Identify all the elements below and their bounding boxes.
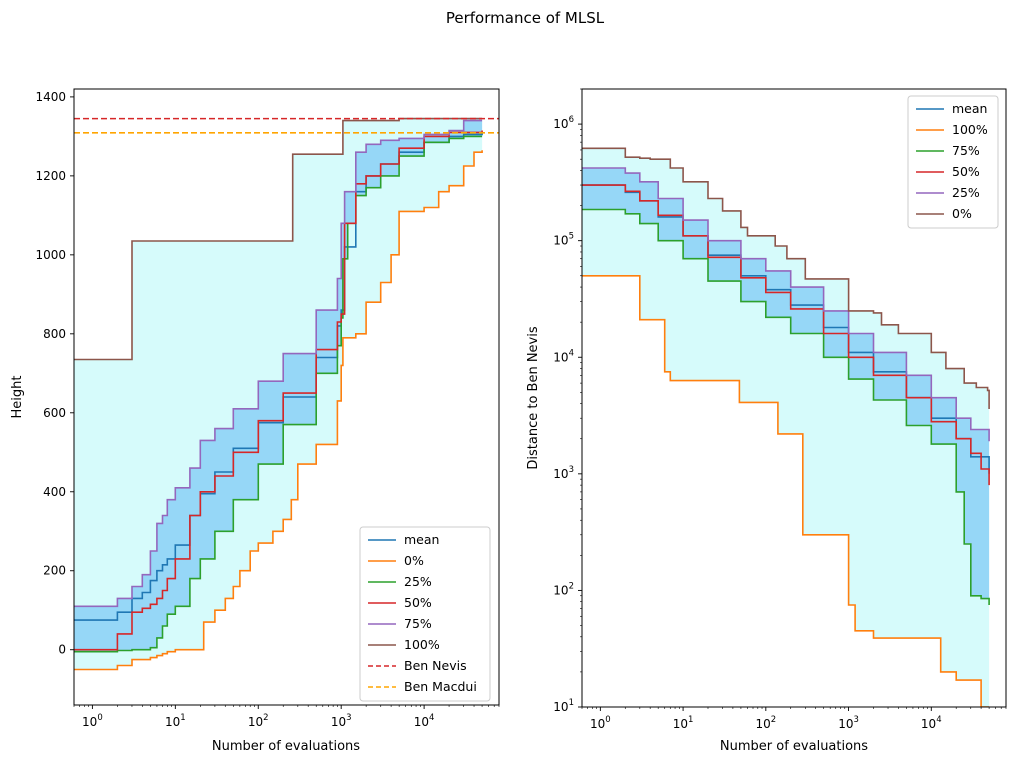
height-y-tick-label: 200 — [43, 564, 66, 578]
height-legend-label-ben-macdui: Ben Macdui — [404, 679, 477, 694]
height-legend-label-50pct: 50% — [404, 595, 432, 610]
distance-x-tick-label: 100 — [590, 715, 611, 731]
height-legend-label-0pct: 0% — [404, 553, 424, 568]
height-x-tick-label: 102 — [248, 713, 269, 729]
height-legend-label-mean: mean — [404, 532, 439, 547]
figure-title: Performance of MLSL — [446, 9, 605, 27]
height-y-tick-label: 600 — [43, 406, 66, 420]
height-legend-label-100pct: 100% — [404, 637, 440, 652]
height-legend-label-ben-nevis: Ben Nevis — [404, 658, 467, 673]
height-x-tick-label: 100 — [82, 713, 103, 729]
distance-y-axis-label: Distance to Ben Nevis — [526, 326, 541, 469]
height-axes-frame — [73, 88, 500, 706]
height-legend-box — [359, 526, 491, 702]
distance-x-tick-label: 103 — [838, 715, 859, 731]
height-y-tick-label: 1200 — [35, 169, 66, 183]
distance-series-100pct — [582, 275, 990, 707]
distance-legend-label-75pct: 75% — [952, 143, 980, 158]
height-y-tick-label: 800 — [43, 327, 66, 341]
height-x-axis-label: Number of evaluations — [212, 739, 360, 754]
distance-y-tick-label: 102 — [553, 581, 574, 597]
height-legend: mean 0% 25% 50% 75% 100% Ben Nevis Ben Macdui — [359, 526, 491, 702]
height-chart: 100 101 102 103 104 0 200 400 600 800 1000 1200 1400… — [10, 88, 500, 754]
distance-series-25pct — [582, 167, 990, 442]
distance-legend-box — [907, 95, 999, 229]
height-legend-label-75pct: 75% — [404, 616, 432, 631]
distance-series-50pct — [582, 184, 990, 486]
distance-x-tick-label: 101 — [673, 715, 694, 731]
distance-series-0pct — [582, 147, 990, 409]
distance-y-tick-label: 105 — [553, 232, 574, 248]
distance-legend-label-50pct: 50% — [952, 164, 980, 179]
height-y-tick-label: 0 — [58, 643, 66, 657]
height-y-axis-label: Height — [10, 376, 25, 419]
distance-y-tick-label: 106 — [553, 115, 574, 131]
distance-y-tick-label: 101 — [553, 698, 574, 714]
height-y-tick-label: 400 — [43, 485, 66, 499]
distance-axes-frame — [581, 88, 1007, 708]
distance-legend-label-25pct: 25% — [952, 185, 980, 200]
height-x-tick-label: 101 — [165, 713, 186, 729]
distance-legend-label-mean: mean — [952, 101, 987, 116]
height-series-25pct — [74, 135, 483, 653]
distance-legend-label-0pct: 0% — [952, 206, 972, 221]
distance-legend: mean 100% 75% 50% 25% 0% — [907, 95, 999, 229]
height-plot-area — [74, 117, 499, 671]
height-x-tick-label: 104 — [414, 713, 435, 729]
distance-plot-area — [582, 147, 990, 707]
distance-y-tick-label: 104 — [553, 348, 574, 364]
height-series-100pct — [74, 117, 483, 361]
distance-x-tick-label: 102 — [755, 715, 776, 731]
distance-series-75pct — [582, 208, 990, 605]
distance-x-axis-label: Number of evaluations — [720, 739, 868, 754]
height-y-tick-label: 1000 — [35, 248, 66, 262]
distance-chart: 100 101 102 103 104 101 102 103 104 105 106 Number… — [526, 88, 1007, 754]
height-legend-label-25pct: 25% — [404, 574, 432, 589]
height-x-tick-label: 103 — [331, 713, 352, 729]
height-fill-25pct-75pct — [74, 120, 483, 652]
height-y-tick-label: 1400 — [35, 90, 66, 104]
distance-legend-label-100pct: 100% — [952, 122, 988, 137]
height-series-50pct — [74, 130, 483, 651]
distance-fill-75pct-25pct — [582, 168, 990, 605]
distance-x-tick-label: 104 — [921, 715, 942, 731]
height-series-75pct — [74, 119, 483, 608]
distance-y-tick-label: 103 — [553, 465, 574, 481]
distance-fill-100pct-0pct — [582, 148, 990, 707]
height-series-0pct — [74, 150, 483, 671]
